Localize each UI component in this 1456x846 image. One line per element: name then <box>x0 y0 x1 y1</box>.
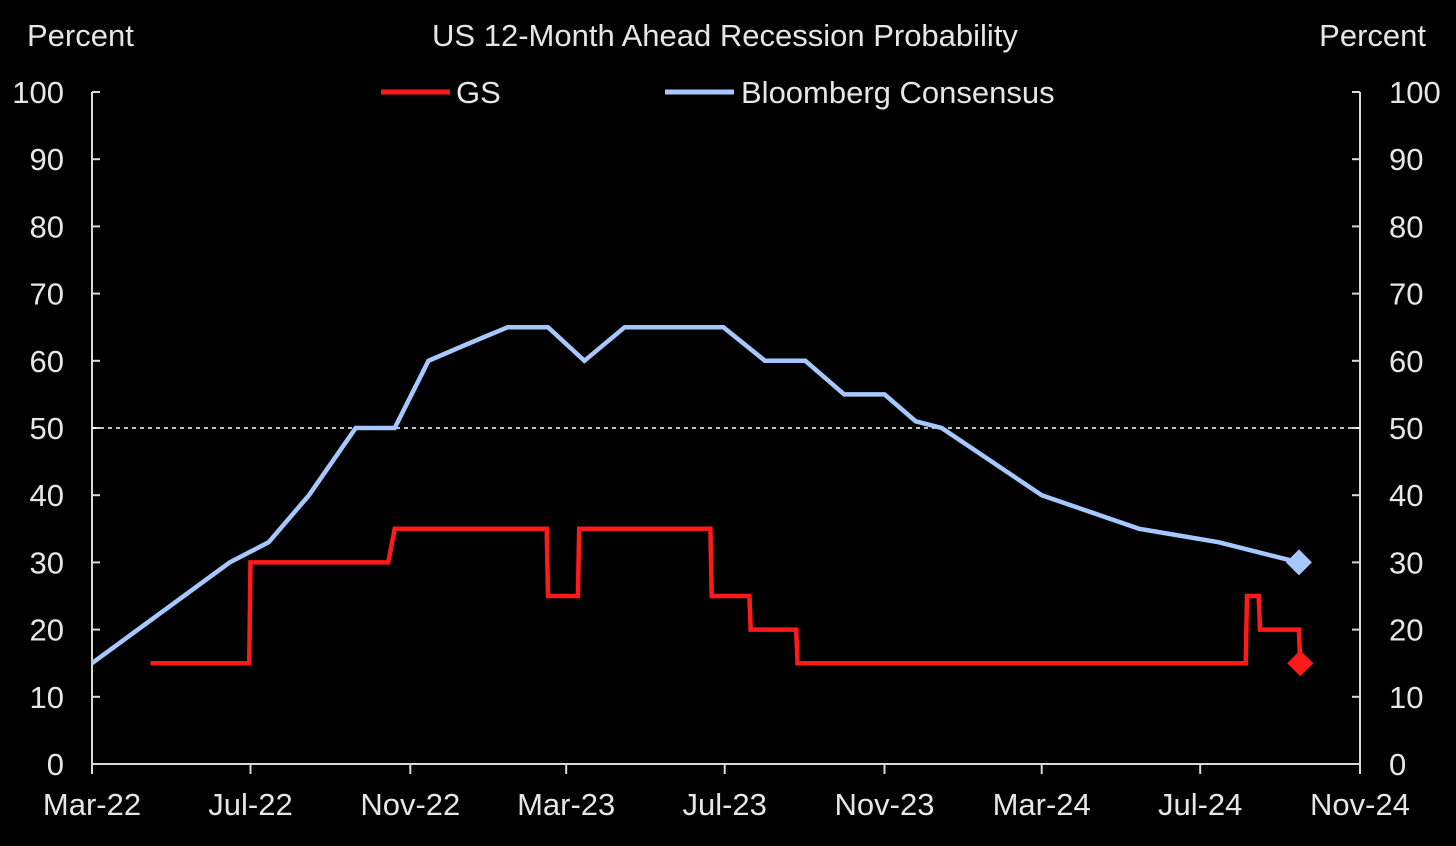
y-tick-label-right: 0 <box>1389 747 1406 782</box>
x-tick-label: Jul-22 <box>208 787 292 822</box>
x-tick-label: Nov-23 <box>835 787 935 822</box>
y-tick-label-left: 70 <box>30 277 64 312</box>
x-tick-label: Mar-24 <box>993 787 1091 822</box>
series-line-bloomberg-consensus <box>90 324 1300 666</box>
left-axis-unit-label: Percent <box>27 18 134 53</box>
legend-label-gs: GS <box>456 75 501 110</box>
x-tick-label: Jul-23 <box>682 787 766 822</box>
x-tick-label: Mar-23 <box>517 787 615 822</box>
right-axis-unit-label: Percent <box>1319 18 1426 53</box>
plot-area <box>90 324 1360 677</box>
y-tick-label-right: 90 <box>1389 142 1423 177</box>
y-tick-label-left: 50 <box>30 411 64 446</box>
x-tick-label: Mar-22 <box>43 787 141 822</box>
y-tick-label-left: 20 <box>30 613 64 648</box>
y-tick-label-right: 100 <box>1389 75 1441 110</box>
chart-title: US 12-Month Ahead Recession Probability <box>432 18 1018 53</box>
legend-label-bloomberg-consensus: Bloomberg Consensus <box>741 75 1055 110</box>
series-line-gs <box>150 526 1303 666</box>
y-tick-label-left: 30 <box>30 545 64 580</box>
x-tick-label: Nov-22 <box>360 787 460 822</box>
y-tick-label-right: 80 <box>1389 209 1423 244</box>
y-tick-label-right: 40 <box>1389 478 1423 513</box>
legend: GS Bloomberg Consensus <box>381 75 1055 110</box>
y-tick-label-right: 30 <box>1389 545 1423 580</box>
series-end-marker-bloomberg-consensus <box>1285 549 1312 576</box>
y-tick-label-right: 60 <box>1389 344 1423 379</box>
y-tick-label-left: 100 <box>12 75 64 110</box>
y-tick-label-right: 50 <box>1389 411 1423 446</box>
x-tick-label: Jul-24 <box>1158 787 1242 822</box>
y-tick-label-left: 10 <box>30 680 64 715</box>
y-tick-label-right: 10 <box>1389 680 1423 715</box>
series-end-marker-gs <box>1287 650 1314 677</box>
y-tick-label-right: 70 <box>1389 277 1423 312</box>
y-tick-label-left: 60 <box>30 344 64 379</box>
x-tick-label: Nov-24 <box>1310 787 1410 822</box>
y-tick-label-left: 40 <box>30 478 64 513</box>
y-tick-label-left: 90 <box>30 142 64 177</box>
y-tick-label-left: 0 <box>47 747 64 782</box>
y-tick-label-right: 20 <box>1389 613 1423 648</box>
axes: 0 0 10 10 20 20 30 30 40 40 50 50 60 60 70 70 80 80 90 90 10… <box>12 75 1440 822</box>
y-tick-label-left: 80 <box>30 209 64 244</box>
